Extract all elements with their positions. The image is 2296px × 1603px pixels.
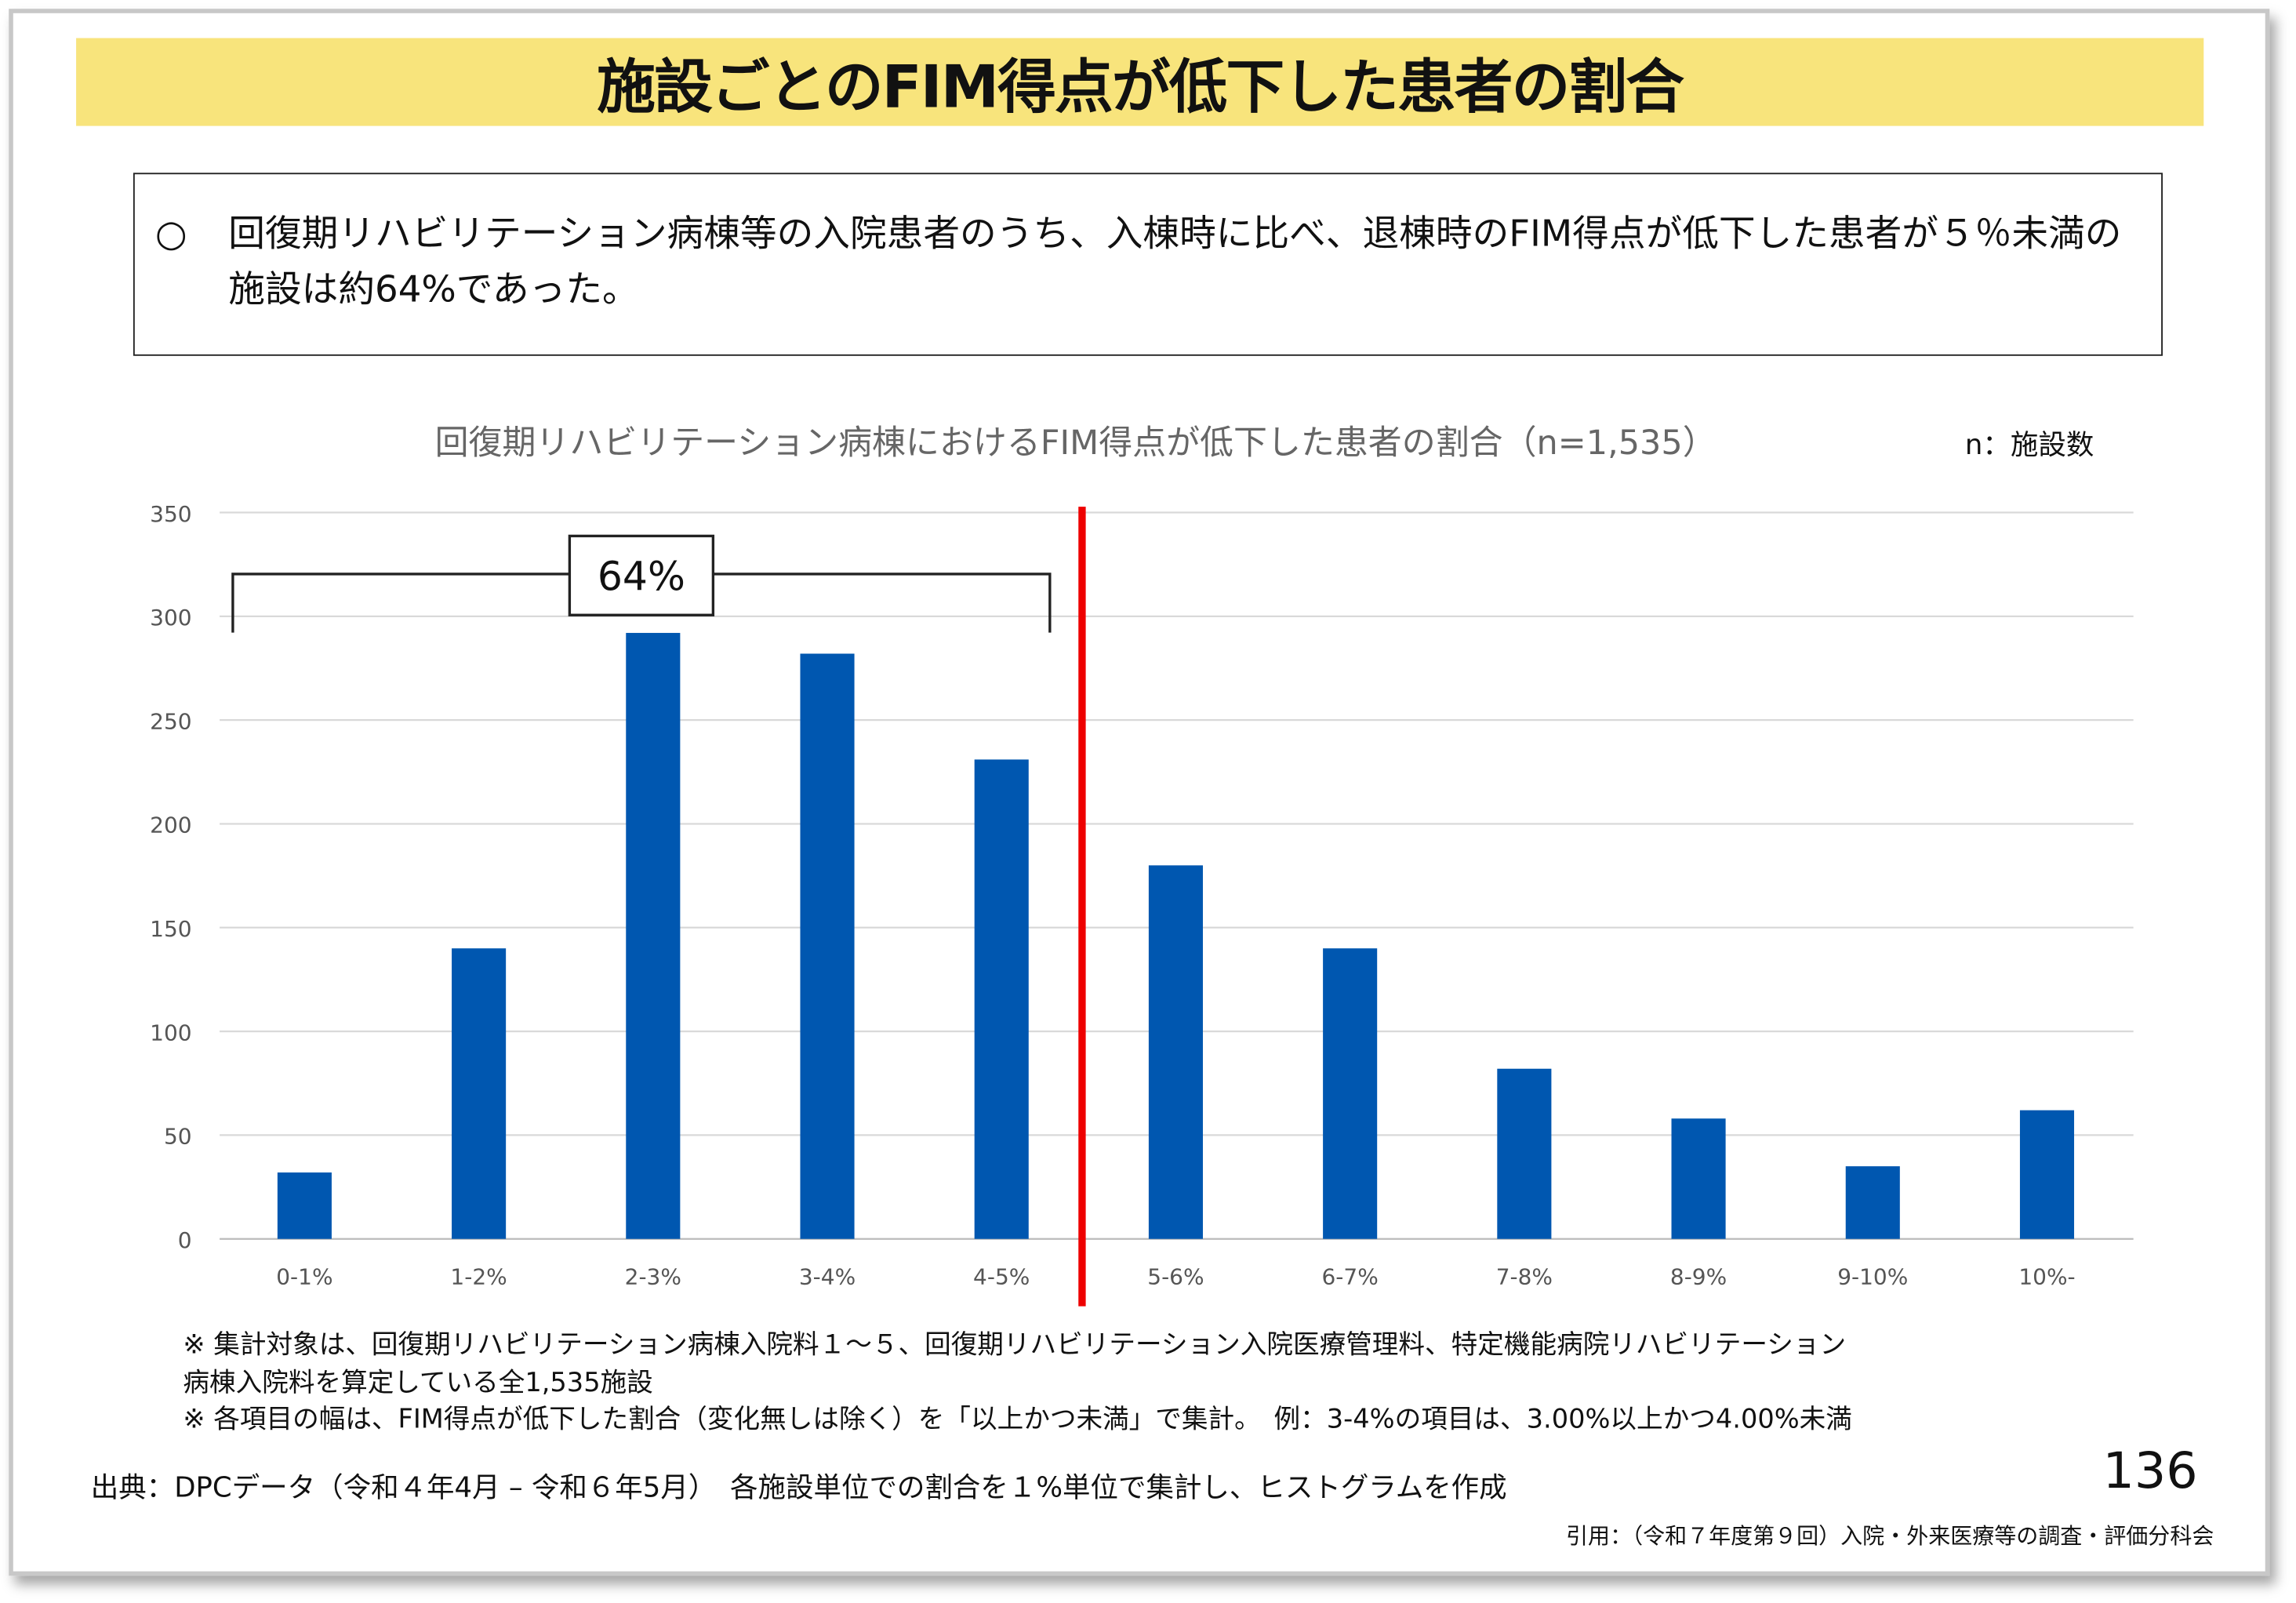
x-tick-label: 2-3% [625,1264,681,1290]
y-tick-label: 300 [150,605,191,631]
x-tick-label: 9-10% [1837,1264,1908,1290]
bar-6-7% [1323,948,1378,1239]
summary-box: ○ 回復期リハビリテーション病棟等の入院患者のうち、入棟時に比べ、退棟時のFIM… [133,173,2163,356]
y-tick-label: 350 [150,501,191,527]
note-line-1: ※ 集計対象は、回復期リハビリテーション病棟入院料１～５、回復期リハビリテーショ… [183,1329,1847,1361]
summary-text: 回復期リハビリテーション病棟等の入院患者のうち、入棟時に比べ、退棟時のFIM得点… [228,212,2122,311]
bar-7-8% [1497,1068,1552,1239]
bar-10%- [2019,1110,2075,1239]
x-tick-label: 4-5% [973,1264,1030,1290]
bar-1-2% [452,948,507,1239]
note-line-2: 病棟入院料を算定している全1,535施設 [183,1368,653,1399]
source-text: 出典：DPCデータ（令和４年4月 – 令和６年5月） 各施設単位での割合を１%単… [90,1471,1507,1504]
bar-9-10% [1845,1166,1900,1239]
x-tick-label: 1-2% [450,1264,507,1290]
n-label: n：施設数 [1964,429,2094,462]
x-tick-label: 8-9% [1670,1264,1727,1290]
page-number: 136 [2102,1442,2198,1501]
note-line-3: ※ 各項目の幅は、FIM得点が低下した割合（変化無しは除く）を「以上かつ未満」で… [183,1404,1852,1435]
bullet-circle-icon: ○ [154,212,187,255]
bar-2-3% [626,633,681,1239]
x-tick-label: 3-4% [799,1264,856,1290]
x-tick-label: 10%- [2018,1264,2075,1290]
y-tick-label: 0 [178,1227,192,1253]
slide-frame [9,9,2270,1576]
bracket-label: 64% [598,554,685,600]
bar-0-1% [277,1172,332,1239]
chart-title: 回復期リハビリテーション病棟におけるFIM得点が低下した患者の割合（n=1,53… [434,424,1717,463]
slide-title: 施設ごとのFIM得点が低下した患者の割合 [76,38,2204,126]
x-tick-label: 7-8% [1496,1264,1553,1290]
citation: 引用：（令和７年度第９回）入院・外来医療等の調査・評価分科会 [1566,1522,2214,1550]
x-tick-label: 0-1% [276,1264,332,1290]
y-tick-label: 50 [164,1124,192,1150]
y-tick-label: 200 [150,812,191,838]
x-tick-label: 6-7% [1321,1264,1378,1290]
bracket-label-box [568,534,715,616]
slide-title-text: 施設ごとのFIM得点が低下した患者の割合 [597,54,1684,122]
bar-4-5% [974,759,1029,1239]
y-tick-label: 150 [150,916,191,942]
bar-3-4% [800,653,855,1239]
y-tick-label: 100 [150,1020,191,1045]
x-tick-label: 5-6% [1147,1264,1204,1290]
bar-8-9% [1671,1118,1726,1239]
y-tick-label: 250 [150,708,191,734]
bar-5-6% [1148,865,1203,1239]
